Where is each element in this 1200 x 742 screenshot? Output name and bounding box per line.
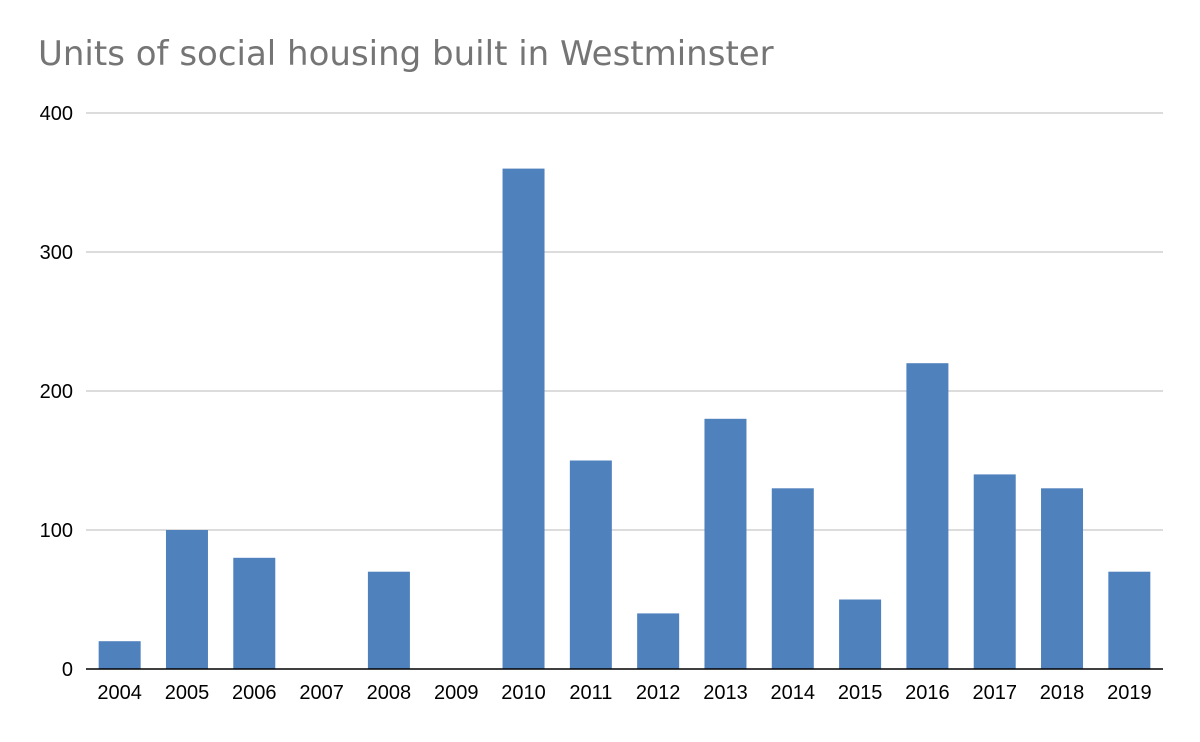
x-tick-label: 2007 — [299, 682, 344, 704]
bar-2004 — [98, 641, 141, 669]
x-tick-label: 2019 — [1107, 682, 1152, 704]
chart-title: Units of social housing built in Westmin… — [38, 34, 774, 74]
bar-2015 — [839, 599, 882, 669]
bar-2006 — [233, 557, 276, 669]
y-axis-tick-labels: 0 100 200 300 400 — [40, 103, 73, 681]
x-tick-label: 2015 — [838, 682, 883, 704]
bars — [98, 168, 1151, 669]
x-tick-label: 2004 — [97, 682, 142, 704]
bar-2014 — [771, 488, 814, 669]
gridlines — [86, 112, 1163, 531]
bar-2016 — [906, 363, 949, 669]
x-tick-label: 2009 — [434, 682, 479, 704]
bar-2005 — [165, 530, 208, 669]
x-tick-label: 2016 — [905, 682, 950, 704]
bar-2018 — [1041, 488, 1084, 669]
bar-2010 — [502, 168, 545, 669]
bar-2013 — [704, 418, 747, 669]
x-tick-label: 2006 — [232, 682, 277, 704]
y-tick-label: 400 — [40, 103, 73, 125]
y-tick-label: 0 — [62, 659, 73, 681]
x-tick-label: 2018 — [1040, 682, 1085, 704]
bar-2019 — [1108, 571, 1151, 669]
x-tick-label: 2005 — [165, 682, 210, 704]
bar-2017 — [973, 474, 1016, 669]
bar-2008 — [367, 571, 410, 669]
x-axis-tick-labels: 2004 2005 2006 2007 2008 2009 2010 2011 2012 2013… — [97, 682, 1151, 704]
bar-2011 — [569, 460, 612, 669]
y-tick-label: 200 — [40, 381, 73, 403]
x-tick-label: 2008 — [367, 682, 412, 704]
x-tick-label: 2011 — [569, 682, 612, 704]
x-tick-label: 2010 — [501, 682, 546, 704]
bar-2012 — [637, 613, 680, 669]
x-tick-label: 2013 — [703, 682, 748, 704]
x-tick-label: 2014 — [771, 682, 816, 704]
x-tick-label: 2017 — [972, 682, 1017, 704]
x-tick-label: 2012 — [636, 682, 681, 704]
y-tick-label: 300 — [40, 242, 73, 264]
y-tick-label: 100 — [40, 520, 73, 542]
